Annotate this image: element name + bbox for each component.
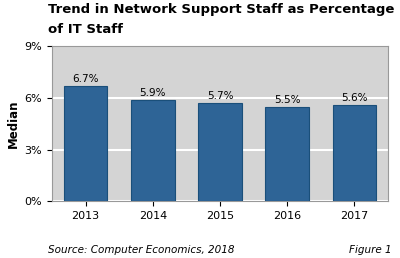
Text: 5.5%: 5.5% [274,95,300,105]
Text: Trend in Network Support Staff as Percentage: Trend in Network Support Staff as Percen… [48,3,394,15]
Bar [131,100,175,201]
Bar [332,105,376,201]
Text: Source: Computer Economics, 2018: Source: Computer Economics, 2018 [48,245,234,255]
Text: Figure 1: Figure 1 [349,245,392,255]
Text: of IT Staff: of IT Staff [48,23,123,36]
Text: 5.7%: 5.7% [207,92,233,101]
Y-axis label: Median: Median [7,100,20,148]
Text: 5.6%: 5.6% [341,93,368,103]
Text: 5.9%: 5.9% [140,88,166,98]
Text: 6.7%: 6.7% [72,74,99,84]
Bar [265,107,309,201]
Bar [198,103,242,201]
Bar [64,86,108,201]
